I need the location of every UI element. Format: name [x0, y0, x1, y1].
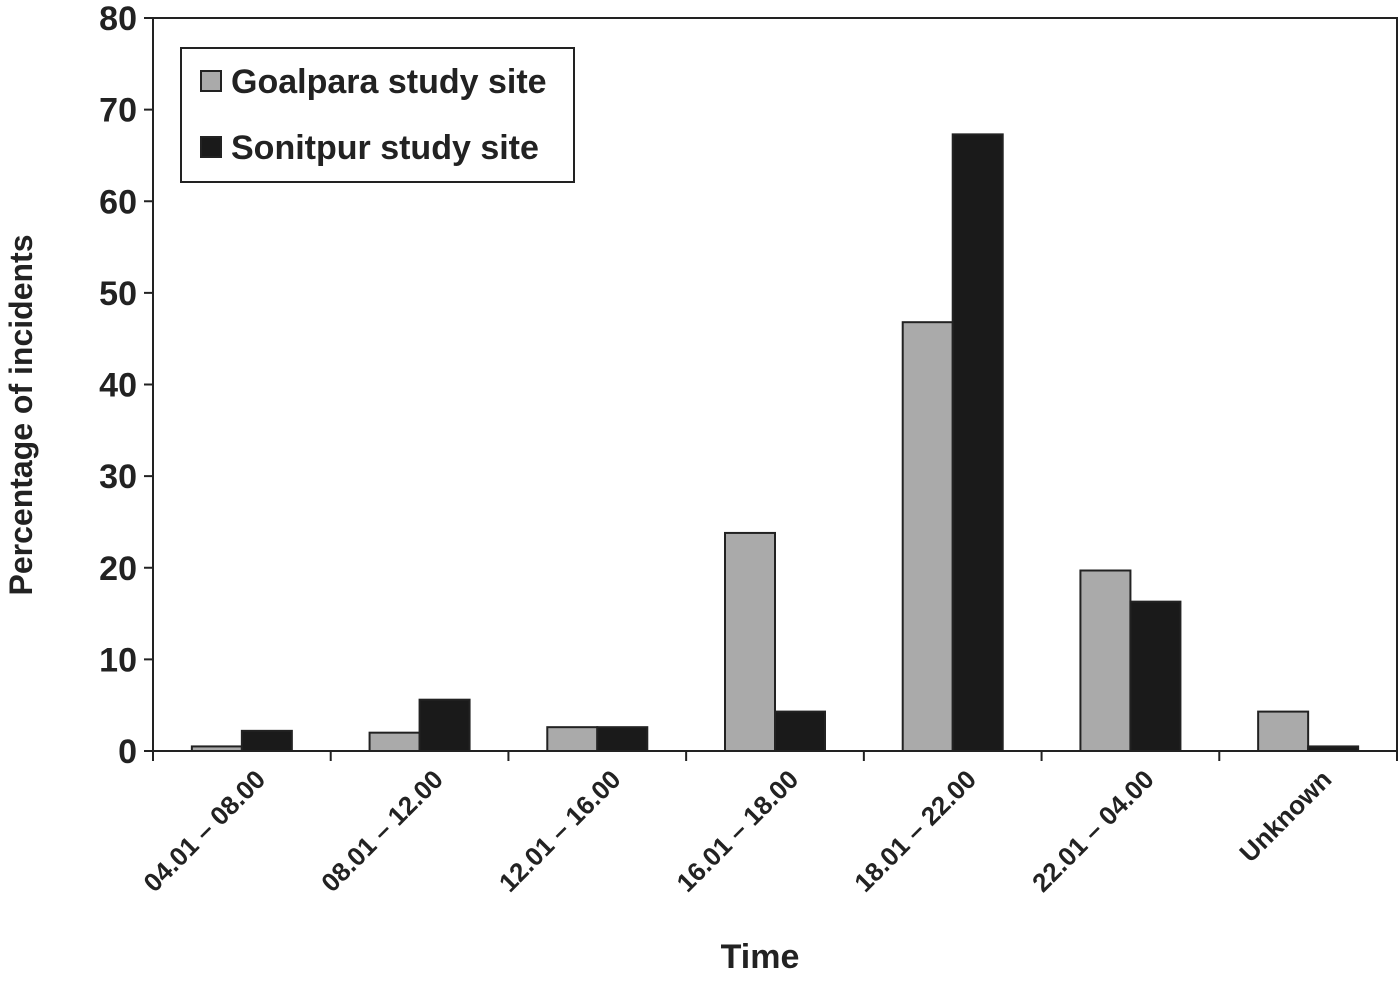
x-tick-label: 18.01 – 22.00 [848, 764, 982, 898]
bar [774, 710, 826, 753]
x-tick-label: 22.01 – 04.00 [1026, 764, 1160, 898]
legend-label: Goalpara study site [231, 63, 547, 101]
x-tick-label: 04.01 – 08.00 [137, 764, 271, 898]
x-tick-label: 08.01 – 12.00 [315, 764, 449, 898]
x-axis-title: Time [721, 938, 800, 976]
x-tick-label: Unknown [1233, 764, 1337, 868]
bar [596, 726, 649, 752]
bar [1079, 569, 1132, 753]
y-tick-label: 40 [99, 367, 137, 405]
bar [240, 729, 293, 753]
bar [368, 731, 421, 752]
bar [951, 133, 1004, 752]
bar [1129, 600, 1182, 752]
y-tick-label: 20 [99, 550, 137, 588]
legend-box [180, 47, 575, 183]
x-tick-label: 12.01 – 16.00 [493, 764, 627, 898]
bar [546, 726, 599, 752]
bar [190, 745, 243, 753]
legend-swatch [200, 70, 222, 92]
y-tick-label: 70 [99, 92, 137, 130]
legend-label: Sonitpur study site [231, 129, 539, 167]
y-tick-label: 10 [99, 641, 137, 679]
bar [724, 531, 776, 752]
y-axis-title: Percentage of incidents [3, 235, 39, 596]
bar [901, 321, 954, 752]
y-tick-label: 80 [99, 0, 137, 38]
bar [1307, 745, 1360, 753]
y-tick-label: 50 [99, 275, 137, 313]
bar [418, 698, 471, 753]
x-tick-label: 16.01 – 18.00 [671, 764, 805, 898]
y-tick-label: 60 [99, 183, 137, 221]
y-tick-label: 30 [99, 458, 137, 496]
legend-swatch [200, 136, 222, 158]
y-tick-label: 0 [118, 733, 137, 771]
bar [1257, 710, 1310, 753]
